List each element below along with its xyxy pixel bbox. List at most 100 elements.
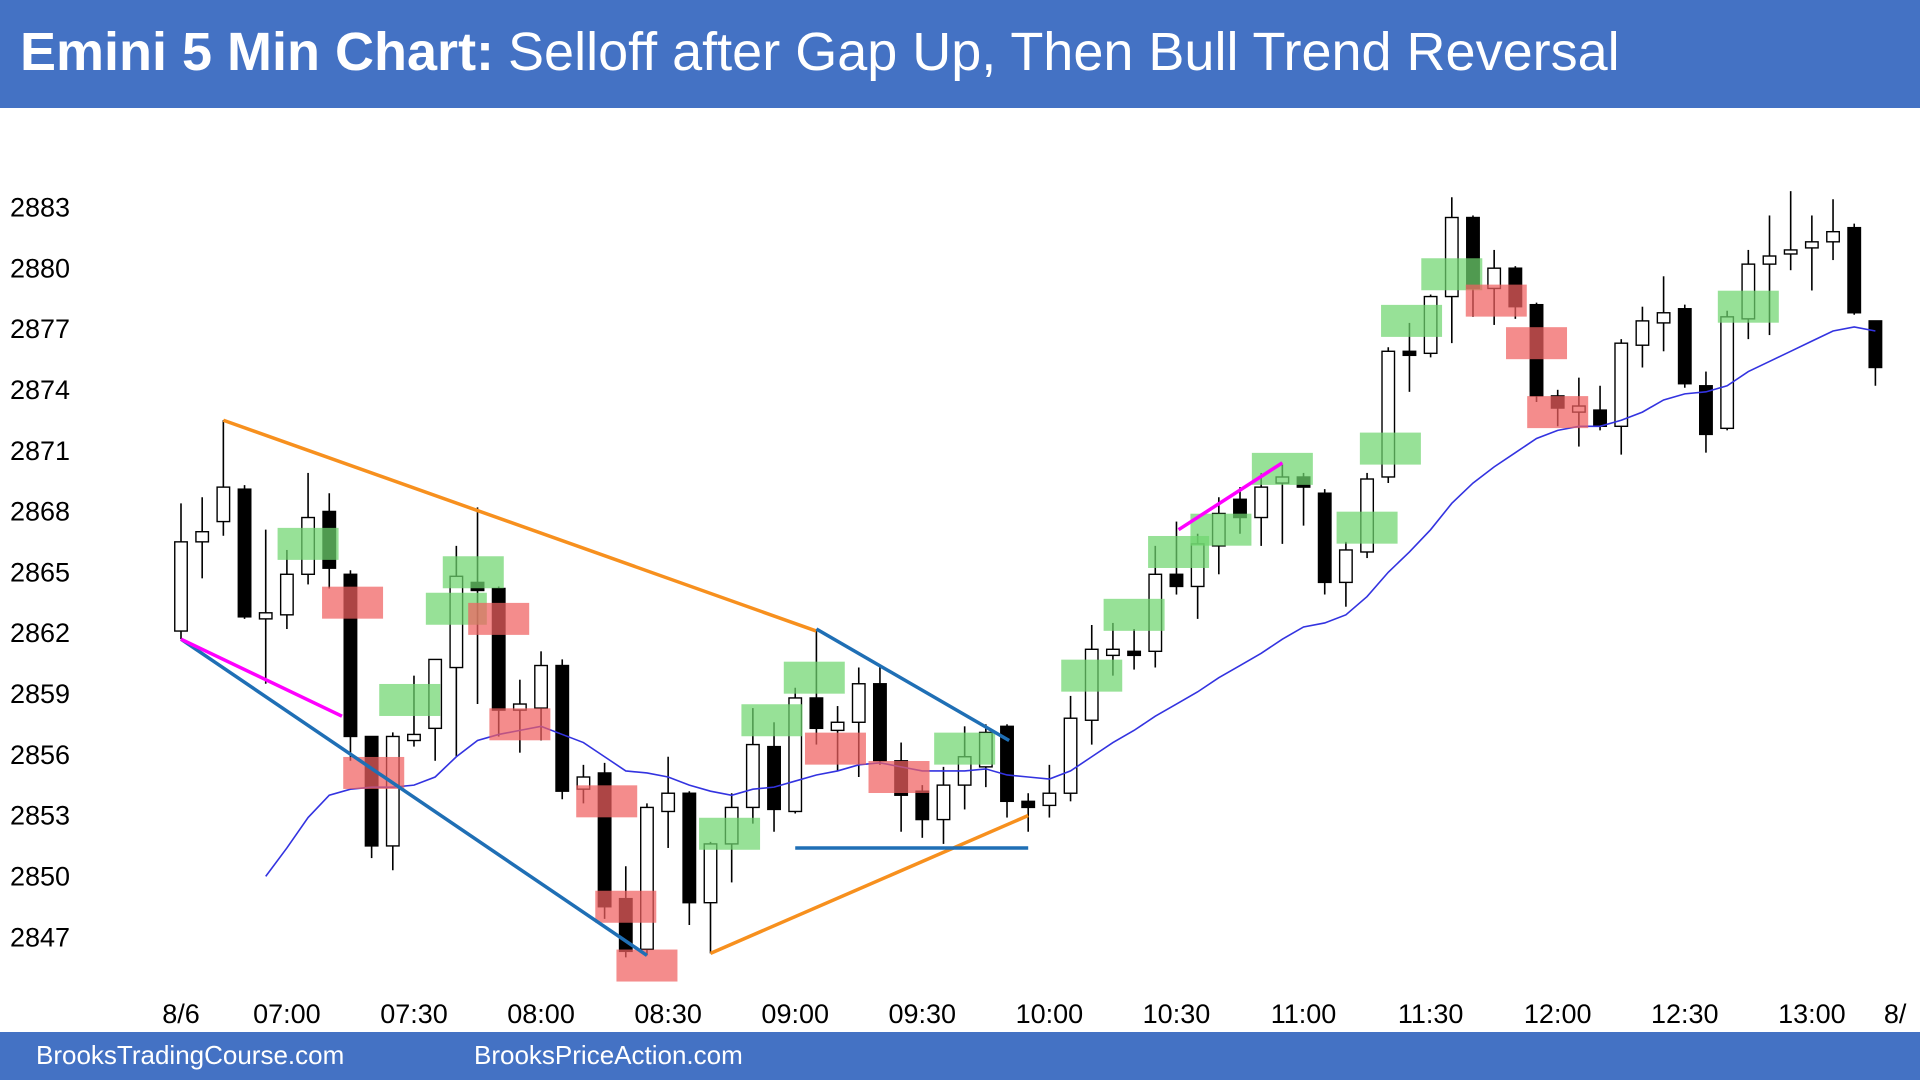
x-tick-label: 12:30 xyxy=(1651,999,1719,1029)
buy-signal xyxy=(1381,304,1443,337)
header-bar xyxy=(0,0,1920,108)
sell-signal xyxy=(1527,396,1589,429)
title-text: Selloff after Gap Up, Then Bull Trend Re… xyxy=(508,22,1620,82)
x-tick-label: 11:30 xyxy=(1398,999,1464,1029)
candle-body xyxy=(364,735,379,847)
y-tick-label: 2850 xyxy=(10,861,70,891)
sell-signal xyxy=(595,890,657,923)
x-tick-label: 08:00 xyxy=(507,999,575,1029)
x-tick-label: 08:30 xyxy=(634,999,702,1029)
sell-signal xyxy=(868,761,930,794)
y-tick-label: 2868 xyxy=(10,497,70,527)
candle-body xyxy=(640,806,654,951)
y-tick-label: 2883 xyxy=(10,193,70,223)
candle-body xyxy=(745,743,760,809)
candle-body xyxy=(661,792,676,813)
y-tick-label: 2874 xyxy=(10,375,70,405)
candle-body xyxy=(1826,230,1840,243)
x-tick-label: 07:00 xyxy=(253,999,321,1029)
candle-body xyxy=(534,664,549,709)
footer-left: BrooksTradingCourse.com xyxy=(36,1040,344,1070)
sell-signal xyxy=(489,708,551,741)
candle-body xyxy=(830,721,845,732)
candle-body xyxy=(1762,255,1777,265)
footer-right: BrooksPriceAction.com xyxy=(474,1040,743,1070)
sell-signal xyxy=(1506,327,1568,360)
buy-signal xyxy=(1103,598,1165,631)
buy-signal xyxy=(1359,432,1421,465)
x-tick-label: 11:00 xyxy=(1271,999,1337,1029)
candle-body xyxy=(915,790,930,821)
candle-body xyxy=(407,733,421,742)
candle-body xyxy=(1720,316,1735,430)
x-tick-label: 13:00 xyxy=(1778,999,1846,1029)
candle-body xyxy=(1635,320,1650,346)
candle-body xyxy=(1783,249,1798,255)
buy-signal xyxy=(1190,513,1252,546)
candle-body xyxy=(174,541,188,632)
trend-line xyxy=(1177,461,1284,532)
candle-body xyxy=(279,573,294,616)
candle-body xyxy=(936,784,951,821)
buy-signal xyxy=(699,817,761,850)
candle-body xyxy=(216,486,231,523)
candle-body xyxy=(809,697,824,730)
sell-signal xyxy=(468,602,530,635)
candle-body xyxy=(1042,792,1057,807)
buy-signal xyxy=(1717,290,1779,323)
candle-body xyxy=(1021,800,1036,809)
sell-signal xyxy=(804,732,866,765)
y-tick-label: 2853 xyxy=(10,801,70,831)
trend-line xyxy=(815,627,1011,743)
buy-signal xyxy=(1251,452,1313,485)
buy-signal xyxy=(934,732,996,765)
trend-line xyxy=(180,637,648,957)
candle-body xyxy=(1127,650,1142,657)
chart-title: Emini 5 Min Chart: Selloff after Gap Up, … xyxy=(20,22,1620,82)
buy-signal xyxy=(1061,659,1123,692)
buy-signal xyxy=(741,704,803,737)
y-tick-label: 2856 xyxy=(10,740,70,770)
candle-body xyxy=(1063,717,1078,794)
x-tick-label: 09:30 xyxy=(889,999,957,1029)
x-tick-label: 09:00 xyxy=(761,999,829,1029)
candle-body xyxy=(1402,350,1417,357)
buy-signal xyxy=(442,556,504,589)
buy-signal xyxy=(277,527,339,560)
x-tick-label: 12:00 xyxy=(1524,999,1592,1029)
x-tick-label: 8/6 xyxy=(162,999,200,1029)
candle-body xyxy=(1677,308,1692,385)
sell-signal xyxy=(1465,284,1527,317)
y-tick-label: 2871 xyxy=(10,436,70,466)
footer-bar xyxy=(0,1032,1920,1080)
title-bold: Emini 5 Min Chart: xyxy=(20,22,494,82)
x-tick-label: 8/ xyxy=(1884,999,1907,1029)
candle-body xyxy=(258,612,273,620)
y-tick-label: 2862 xyxy=(10,618,70,648)
trend-line xyxy=(709,813,1029,955)
candle-body xyxy=(1656,312,1671,324)
buy-signal xyxy=(379,683,441,716)
candle-body xyxy=(851,683,866,723)
candle-body xyxy=(1847,226,1862,314)
candle-body xyxy=(385,735,400,847)
candle-body xyxy=(1000,725,1014,803)
y-tick-label: 2865 xyxy=(10,557,70,587)
y-tick-label: 2847 xyxy=(10,922,70,952)
y-tick-label: 2859 xyxy=(10,679,70,709)
candle-body xyxy=(195,531,210,543)
buy-signal xyxy=(1336,511,1398,544)
sell-signal xyxy=(322,586,384,619)
x-tick-label: 10:30 xyxy=(1143,999,1211,1029)
trend-line xyxy=(222,418,817,633)
candle-body xyxy=(1317,492,1332,584)
candle-body xyxy=(555,664,570,792)
x-tick-label: 07:30 xyxy=(380,999,448,1029)
candle-body xyxy=(1699,385,1713,436)
candle-body xyxy=(1254,486,1269,519)
candle-body xyxy=(1338,549,1353,584)
candle-body xyxy=(237,488,252,618)
y-tick-label: 2877 xyxy=(10,314,70,344)
